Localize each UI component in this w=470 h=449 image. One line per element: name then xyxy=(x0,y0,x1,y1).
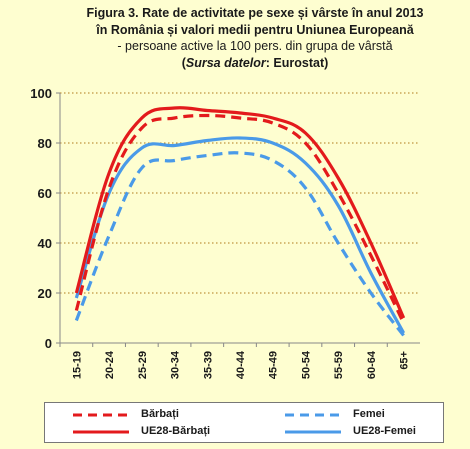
legend-swatch-dashed-blue xyxy=(285,413,341,417)
legend-label: UE28-Bărbați xyxy=(141,425,211,437)
legend-label: Femei xyxy=(353,408,385,420)
chart-source: (Sursa datelor: Eurostat) xyxy=(181,55,329,70)
x-tick-labels: 15-19 20-24 25-29 30-34 35-39 40-44 45-49 50-54… xyxy=(59,343,411,379)
x-tick-label: 45-49 xyxy=(268,351,280,379)
y-tick-label: 100 xyxy=(30,86,52,101)
series-line-1 xyxy=(74,151,405,337)
x-tick-label: 40-44 xyxy=(235,350,247,379)
chart-title-line1: Figura 3. Rate de activitate pe sexe și … xyxy=(86,6,424,20)
source-label: Sursa datelor xyxy=(185,55,266,70)
x-tick-label: 20-24 xyxy=(104,350,116,379)
gridlines xyxy=(60,92,420,294)
x-tick-label: 15-19 xyxy=(71,351,83,379)
chart-title-block: Figura 3. Rate de activitate pe sexe și … xyxy=(40,5,470,71)
chart-legend: Bărbați Femei UE28-Bărbați UE28-Femei xyxy=(44,402,444,443)
y-tick-label: 60 xyxy=(38,186,52,201)
legend-swatch-solid-blue xyxy=(285,430,341,434)
legend-swatch-solid-red xyxy=(73,430,129,434)
series-line-0 xyxy=(74,113,406,324)
chart-title-line2: în România și valori medii pentru Uniune… xyxy=(96,22,414,37)
y-tick-label: 0 xyxy=(45,336,52,351)
x-tick-label: 35-39 xyxy=(202,351,214,379)
series-line-3 xyxy=(74,136,406,334)
x-tick-label: 60-64 xyxy=(366,350,378,379)
x-tick-label: 50-54 xyxy=(300,350,312,379)
x-tick-label: 55-59 xyxy=(333,351,345,379)
source-value: : Eurostat xyxy=(265,55,325,70)
legend-swatch-dashed-red xyxy=(73,413,129,417)
y-tick-label: 20 xyxy=(38,286,52,301)
series-line-2 xyxy=(74,106,406,319)
y-tick-label: 80 xyxy=(38,136,52,151)
y-tick-label: 40 xyxy=(38,236,52,251)
x-tick-label: 25-29 xyxy=(137,351,149,379)
y-tick-labels: 0 20 40 60 80 100 xyxy=(30,86,60,351)
chart-subtitle: - persoane active la 100 pers. din grupa… xyxy=(117,39,393,53)
legend-label: UE28-Femei xyxy=(353,425,416,437)
x-tick-label: 65+ xyxy=(399,351,411,370)
legend-label: Bărbați xyxy=(141,408,179,420)
series-lines xyxy=(74,106,406,337)
x-tick-label: 30-34 xyxy=(170,350,182,379)
